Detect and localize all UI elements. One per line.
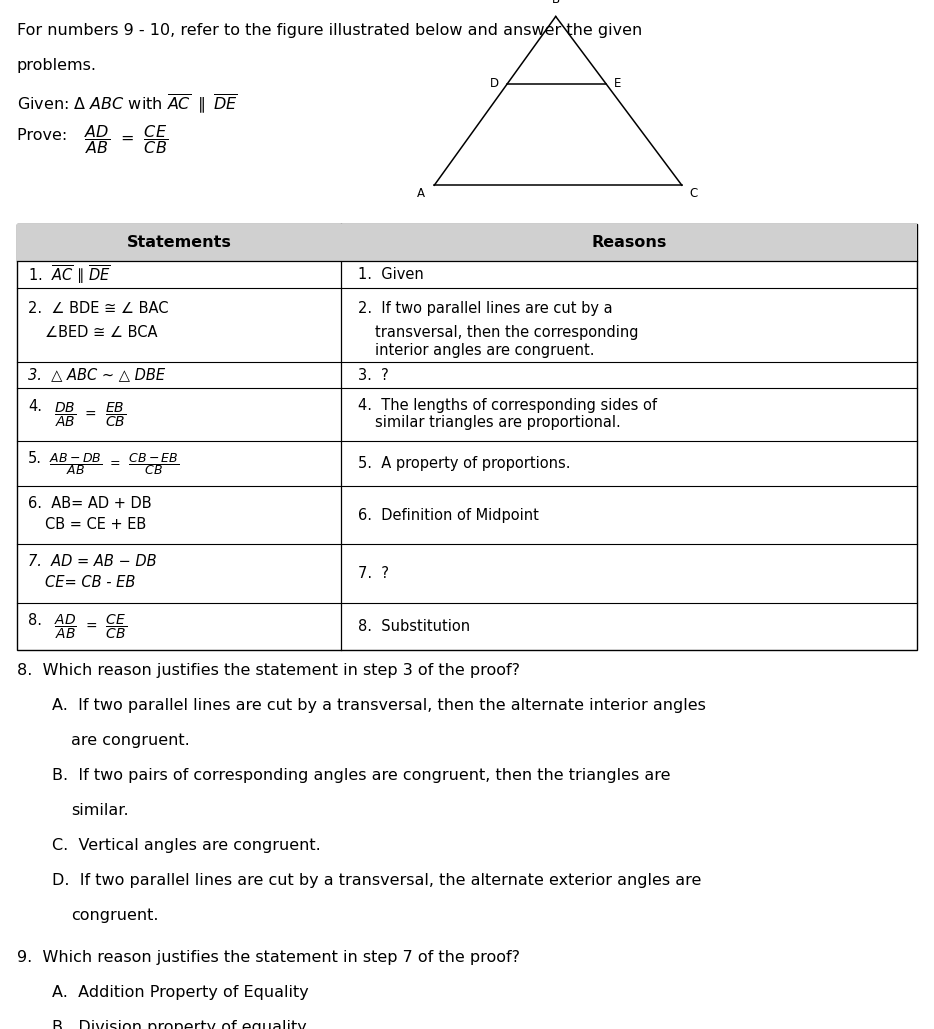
Text: interior angles are congruent.: interior angles are congruent. bbox=[375, 344, 594, 358]
Text: A.  If two parallel lines are cut by a transversal, then the alternate interior : A. If two parallel lines are cut by a tr… bbox=[52, 698, 706, 713]
Bar bbox=[17, 224, 917, 261]
Text: 5.  A property of proportions.: 5. A property of proportions. bbox=[358, 456, 571, 471]
Text: 8.: 8. bbox=[28, 613, 42, 629]
Text: D: D bbox=[489, 77, 499, 91]
Bar bbox=[17, 224, 917, 650]
Text: 2.  ∠ BDE ≅ ∠ BAC: 2. ∠ BDE ≅ ∠ BAC bbox=[28, 301, 168, 316]
Text: similar triangles are proportional.: similar triangles are proportional. bbox=[375, 416, 620, 430]
Text: C.  Vertical angles are congruent.: C. Vertical angles are congruent. bbox=[52, 838, 321, 853]
Text: transversal, then the corresponding: transversal, then the corresponding bbox=[375, 325, 638, 340]
Text: 1.  $\overline{AC}$ ∥ $\overline{DE}$: 1. $\overline{AC}$ ∥ $\overline{DE}$ bbox=[28, 263, 110, 286]
Text: 9.  Which reason justifies the statement in step 7 of the proof?: 9. Which reason justifies the statement … bbox=[17, 950, 520, 964]
Text: E: E bbox=[614, 77, 621, 91]
Text: 3.  ?: 3. ? bbox=[358, 367, 389, 383]
Text: 8.  Which reason justifies the statement in step 3 of the proof?: 8. Which reason justifies the statement … bbox=[17, 663, 520, 678]
Text: $\dfrac{AB-DB}{AB}$  =  $\dfrac{CB-EB}{CB}$: $\dfrac{AB-DB}{AB}$ = $\dfrac{CB-EB}{CB}… bbox=[49, 451, 179, 476]
Text: C: C bbox=[689, 187, 698, 201]
Text: similar.: similar. bbox=[71, 803, 129, 818]
Text: Reasons: Reasons bbox=[591, 236, 667, 250]
Text: 4.  The lengths of corresponding sides of: 4. The lengths of corresponding sides of bbox=[358, 398, 657, 413]
Text: 6.  AB= AD + DB: 6. AB= AD + DB bbox=[28, 496, 151, 511]
Text: CB = CE + EB: CB = CE + EB bbox=[45, 517, 146, 532]
Text: 8.  Substitution: 8. Substitution bbox=[358, 619, 470, 634]
Text: B: B bbox=[552, 0, 559, 6]
Text: are congruent.: are congruent. bbox=[71, 733, 190, 748]
Text: $\dfrac{AD}{AB}$  =  $\dfrac{CE}{CB}$: $\dfrac{AD}{AB}$ = $\dfrac{CE}{CB}$ bbox=[84, 123, 168, 156]
Text: A.  Addition Property of Equality: A. Addition Property of Equality bbox=[52, 985, 309, 999]
Text: ∠BED ≅ ∠ BCA: ∠BED ≅ ∠ BCA bbox=[45, 325, 157, 340]
Text: Given: $\Delta$ $ABC$ with $\overline{AC}$ $\parallel$ $\overline{DE}$: Given: $\Delta$ $ABC$ with $\overline{AC… bbox=[17, 93, 238, 116]
Text: For numbers 9 - 10, refer to the figure illustrated below and answer the given: For numbers 9 - 10, refer to the figure … bbox=[17, 23, 642, 38]
Text: $\dfrac{AD}{AB}$  =  $\dfrac{CE}{CB}$: $\dfrac{AD}{AB}$ = $\dfrac{CE}{CB}$ bbox=[54, 612, 127, 641]
Text: Prove:: Prove: bbox=[17, 128, 72, 143]
Text: 4.: 4. bbox=[28, 399, 42, 415]
Text: 5.: 5. bbox=[28, 451, 42, 466]
Text: B.  Division property of equality: B. Division property of equality bbox=[52, 1020, 307, 1029]
Text: 1.  Given: 1. Given bbox=[358, 268, 423, 282]
Text: 7.  ?: 7. ? bbox=[358, 566, 389, 581]
Text: problems.: problems. bbox=[17, 58, 97, 73]
Text: CE= CB - EB: CE= CB - EB bbox=[45, 575, 135, 590]
Text: Statements: Statements bbox=[126, 236, 232, 250]
Text: D.  If two parallel lines are cut by a transversal, the alternate exterior angle: D. If two parallel lines are cut by a tr… bbox=[52, 873, 701, 888]
Text: 2.  If two parallel lines are cut by a: 2. If two parallel lines are cut by a bbox=[358, 301, 613, 316]
Text: A: A bbox=[417, 187, 425, 201]
Text: 3.  △ ABC ~ △ DBE: 3. △ ABC ~ △ DBE bbox=[28, 367, 165, 383]
Text: congruent.: congruent. bbox=[71, 908, 159, 923]
Text: 6.  Definition of Midpoint: 6. Definition of Midpoint bbox=[358, 508, 539, 523]
Text: 7.  AD = AB − DB: 7. AD = AB − DB bbox=[28, 555, 157, 569]
Text: B.  If two pairs of corresponding angles are congruent, then the triangles are: B. If two pairs of corresponding angles … bbox=[52, 768, 671, 783]
Text: $\dfrac{DB}{AB}$  =  $\dfrac{EB}{CB}$: $\dfrac{DB}{AB}$ = $\dfrac{EB}{CB}$ bbox=[54, 400, 127, 429]
